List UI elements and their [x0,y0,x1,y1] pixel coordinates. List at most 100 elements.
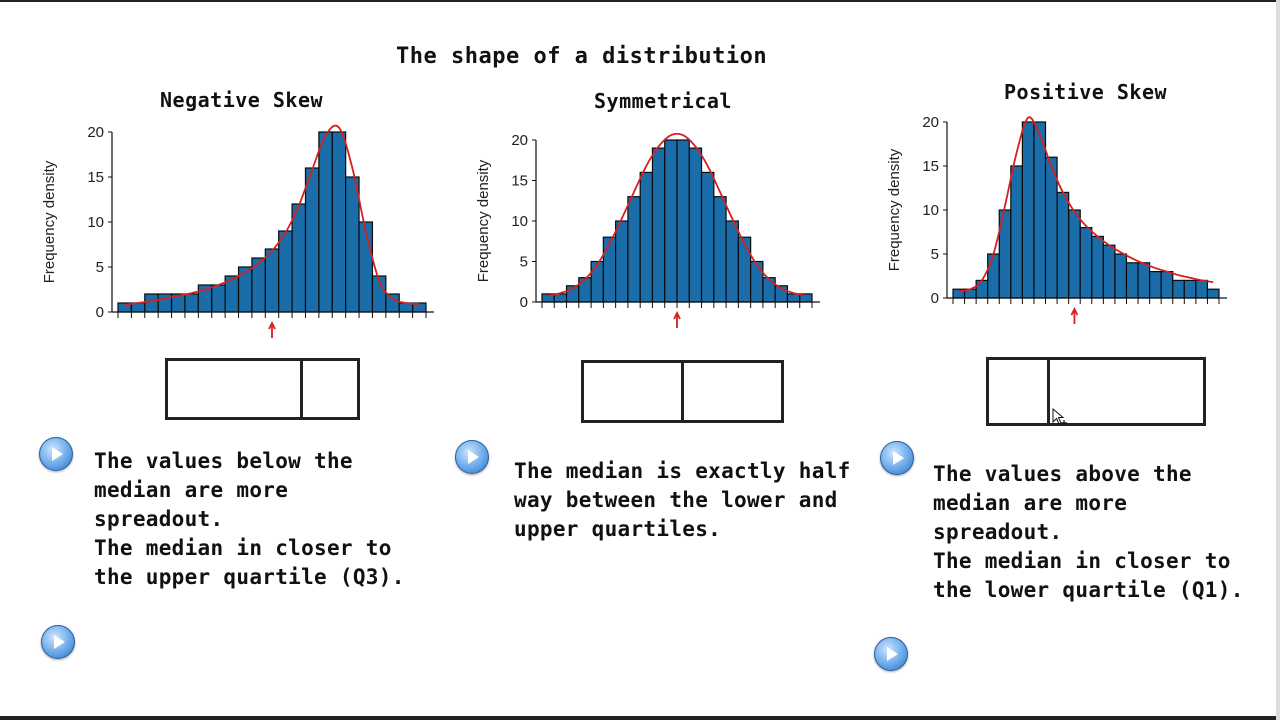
window-bottom-border [0,716,1280,720]
description-line: The median is exactly half [514,459,851,483]
histogram-bar [553,293,568,303]
histogram-bar [331,131,347,313]
histogram-bar [700,171,715,303]
histogram-bar [750,260,764,303]
y-tick-label: 5 [931,246,939,263]
panel-title-symmetrical: Symmetrical [594,89,732,113]
histogram-bar [651,147,666,303]
y-axis-label: Frequency density [41,160,58,283]
y-tick-label: 0 [520,294,528,311]
histogram-bar [725,220,739,303]
description-line: way between the lower and [514,488,838,512]
boxplot-symmetrical [581,360,784,423]
histogram-bar [602,236,617,303]
histogram-bar [1125,262,1139,299]
y-axis-label: Frequency density [886,148,903,271]
histogram-bar [1079,226,1093,299]
window-top-border [0,0,1280,2]
histogram-symmetrical: 0 5 10 15 20 Frequency density [475,132,820,328]
histogram-bar [615,220,629,303]
y-tick-label: 15 [87,169,104,186]
panel-title-positive-skew: Positive Skew [1004,80,1168,104]
y-tick-label: 10 [511,213,528,230]
histogram-bar [1183,279,1197,299]
histogram-bar [237,266,253,313]
histogram-bar [1149,271,1162,299]
histogram-bar [578,277,592,303]
histogram-bar [1206,288,1220,299]
histogram-bar [345,176,360,313]
histogram-bar [264,248,280,313]
description-line: spreadout. [933,520,1063,544]
play-circle-icon[interactable] [455,440,489,474]
median-marker-arrowhead [673,310,681,320]
play-circle-icon[interactable] [39,437,73,471]
histogram-bar [786,293,801,303]
y-axis-label: Frequency density [475,159,492,282]
median-marker-arrowhead [268,320,276,330]
histogram-bar [304,167,320,313]
y-tick-label: 5 [520,254,528,271]
boxplot-median-line [1046,360,1050,423]
histogram-bar [1114,253,1128,299]
boxplot-negative-skew [165,358,360,420]
boxplot-median-line [300,361,304,417]
histogram-bar [1068,209,1081,299]
play-circle-icon[interactable] [41,625,75,659]
histogram-bar [713,196,727,303]
histogram-bar [737,236,752,303]
play-circle-icon[interactable] [874,637,908,671]
histogram-bar [975,279,989,299]
boxplot-median-line [680,363,684,420]
histogram-bar [184,293,199,313]
description-line: spreadout. [94,507,224,531]
y-tick-label: 20 [87,124,104,141]
description-line: the upper quartile (Q3). [94,565,405,589]
description-line: The median in closer to [933,549,1231,573]
y-tick-label: 10 [922,202,939,219]
histogram-bar [358,221,374,313]
histogram-bar [385,293,400,313]
histogram-bar [664,139,678,303]
histogram-bar [144,293,159,313]
histogram-bar [1021,121,1035,299]
description-line: The values below the [94,449,353,473]
histogram-bar [1172,279,1185,299]
description-line: The median in closer to [94,536,392,560]
panel-title-negative-skew: Negative Skew [160,88,324,112]
y-tick-label: 5 [96,259,104,276]
y-tick-label: 0 [931,290,939,307]
histogram-bar [291,203,307,313]
move-cursor-icon [1052,408,1067,426]
y-tick-label: 20 [511,132,528,149]
histogram-bar [211,284,226,313]
histogram-bar [627,196,641,303]
window-right-border [1276,0,1280,720]
histogram-bar [1137,262,1151,299]
histogram-bar [1056,191,1070,299]
histogram-positive-skew: 0 5 10 15 20 Frequency density [886,114,1227,324]
histogram-bar [1044,156,1058,299]
histogram-bar [987,253,1000,299]
histogram-bar [1160,271,1174,299]
description-line: upper quartiles. [514,517,722,541]
median-marker-arrowhead [1070,306,1079,316]
histogram-bar [1091,235,1104,299]
density-curve [124,124,420,306]
histogram-bar [590,260,604,303]
histogram-bar [1033,121,1047,299]
y-tick-label: 15 [922,158,939,175]
histogram-bar [1195,279,1209,299]
y-tick-label: 20 [922,114,939,131]
play-circle-icon[interactable] [880,441,914,475]
histogram-bar [1010,165,1023,299]
histogram-bar [639,171,654,303]
description-symmetrical: The median is exactly half way between t… [514,457,851,544]
histogram-bar [278,230,293,313]
histogram-negative-skew: 0 5 10 15 20 Frequency density [41,124,434,338]
description-line: median are more [94,478,289,502]
page-title: The shape of a distribution [396,44,768,69]
description-line: the lower quartile (Q1). [933,578,1244,602]
description-positive-skew: The values above the median are more spr… [933,460,1244,605]
histogram-bar [688,147,703,303]
